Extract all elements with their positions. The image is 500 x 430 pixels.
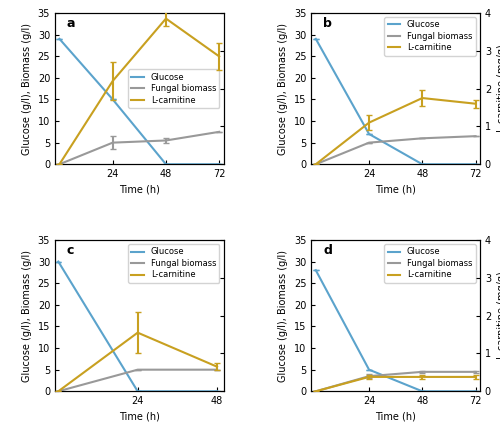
Y-axis label: L-carnitine (mg/g): L-carnitine (mg/g) bbox=[496, 45, 500, 132]
Y-axis label: Glucose (g/l), Biomass (g/l): Glucose (g/l), Biomass (g/l) bbox=[278, 23, 288, 154]
Legend: Glucose, Fungal biomass, L-carnitine: Glucose, Fungal biomass, L-carnitine bbox=[384, 17, 476, 56]
Y-axis label: L-carnitine (mg/g): L-carnitine (mg/g) bbox=[496, 272, 500, 359]
Text: c: c bbox=[67, 245, 74, 258]
Text: b: b bbox=[323, 18, 332, 31]
X-axis label: Time (h): Time (h) bbox=[375, 184, 416, 195]
Y-axis label: Glucose (g/l), Biomass (g/l): Glucose (g/l), Biomass (g/l) bbox=[278, 250, 288, 381]
Legend: Glucose, Fungal biomass, L-carnitine: Glucose, Fungal biomass, L-carnitine bbox=[128, 244, 220, 283]
Text: d: d bbox=[323, 245, 332, 258]
Legend: Glucose, Fungal biomass, L-carnitine: Glucose, Fungal biomass, L-carnitine bbox=[128, 69, 220, 108]
Legend: Glucose, Fungal biomass, L-carnitine: Glucose, Fungal biomass, L-carnitine bbox=[384, 244, 476, 283]
Text: a: a bbox=[67, 18, 76, 31]
Y-axis label: Glucose (g/l), Biomass (g/l): Glucose (g/l), Biomass (g/l) bbox=[22, 23, 32, 154]
X-axis label: Time (h): Time (h) bbox=[119, 412, 160, 422]
Y-axis label: Glucose (g/l), Biomass (g/l): Glucose (g/l), Biomass (g/l) bbox=[22, 250, 32, 381]
X-axis label: Time (h): Time (h) bbox=[119, 184, 160, 195]
X-axis label: Time (h): Time (h) bbox=[375, 412, 416, 422]
